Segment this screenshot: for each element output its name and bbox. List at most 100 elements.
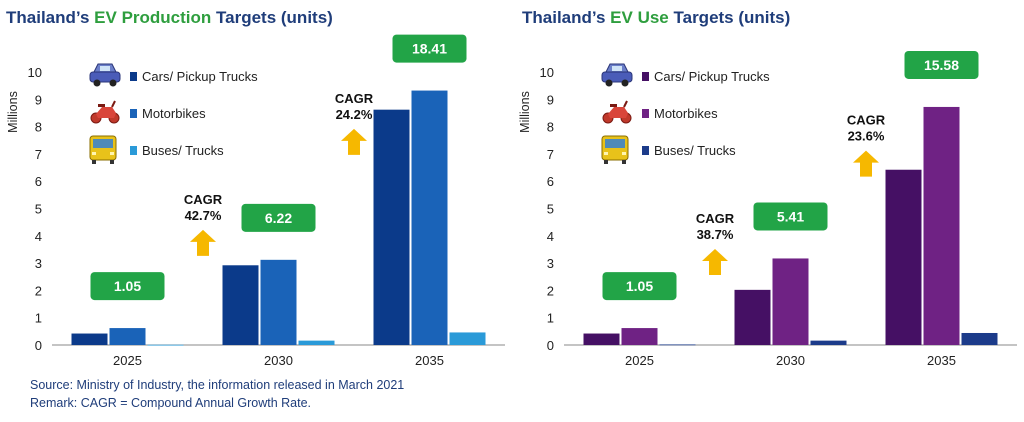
y-tick-label: 0 [547, 338, 554, 353]
x-tick-label: 2035 [927, 353, 956, 368]
y-tick-label: 1 [35, 311, 42, 326]
cagr-value: 24.2% [336, 107, 373, 122]
x-tick-label: 2030 [264, 353, 293, 368]
bus-icon [601, 135, 629, 164]
bus-icon [89, 135, 117, 164]
cagr-value: 23.6% [848, 129, 885, 144]
bar [449, 332, 486, 345]
y-tick-label: 5 [35, 202, 42, 217]
total-box [904, 50, 979, 79]
bus-wheel [110, 160, 114, 164]
bike-seat [610, 104, 617, 107]
y-tick-label: 4 [35, 229, 42, 244]
legend-swatch [130, 146, 137, 155]
bus-light [110, 152, 114, 155]
growth-arrow-icon [853, 150, 879, 177]
legend-label: Buses/ Trucks [142, 143, 224, 158]
y-tick-label: 5 [547, 202, 554, 217]
growth-arrow-icon [702, 248, 728, 275]
total-value: 1.05 [114, 278, 141, 294]
car-wheel [621, 79, 629, 87]
bar [260, 259, 297, 345]
legend-swatch [130, 72, 137, 81]
x-tick-label: 2030 [776, 353, 805, 368]
use-chart: Millions 0 1 2 3 4 5 6 7 8 9 10 2025 1.05 2030 5.41 2035… [518, 50, 1017, 368]
legend-swatch [642, 109, 649, 118]
y-tick-label: 3 [547, 256, 554, 271]
bike-handle [623, 100, 628, 108]
bar [298, 340, 335, 345]
bar [885, 169, 922, 345]
y-tick-label: 2 [35, 283, 42, 298]
y-tick-label: 3 [35, 256, 42, 271]
total-value: 1.05 [626, 278, 653, 294]
source-note: Source: Ministry of Industry, the inform… [30, 378, 405, 392]
growth-arrow-icon [341, 128, 367, 155]
y-axis-label: Millions [6, 91, 20, 133]
x-tick-label: 2035 [415, 353, 444, 368]
y-tick-label: 7 [35, 147, 42, 162]
total-box [753, 202, 828, 231]
y-tick-label: 8 [547, 120, 554, 135]
chart-title-use: Thailand’s EV Use Targets (units) [522, 8, 790, 28]
title-prefix: Thailand’s [522, 8, 611, 27]
car-icon [89, 63, 121, 87]
bus-window [605, 139, 625, 148]
production-chart: Millions 0 1 2 3 4 5 6 7 8 9 10 2025 1.05 2030 6.22 2035… [6, 34, 505, 368]
y-axis-label: Millions [518, 91, 532, 133]
y-tick-label: 7 [547, 147, 554, 162]
cagr-value: 38.7% [697, 227, 734, 242]
y-tick-label: 9 [35, 92, 42, 107]
total-value: 6.22 [265, 210, 292, 226]
total-value: 18.41 [412, 41, 447, 57]
y-tick-label: 2 [547, 283, 554, 298]
bar [222, 265, 259, 345]
legend-label: Motorbikes [654, 106, 718, 121]
bus-wheel [92, 160, 96, 164]
bus-window [93, 139, 113, 148]
legend-label: Buses/ Trucks [654, 143, 736, 158]
title-prefix: Thailand’s [6, 8, 95, 27]
motorbike-icon [602, 100, 632, 124]
y-tick-label: 1 [547, 311, 554, 326]
title-suffix: Targets (units) [211, 8, 333, 27]
y-tick-label: 6 [547, 174, 554, 189]
car-wheel [109, 79, 117, 87]
cagr-label: CAGR [184, 192, 223, 207]
bike-handle [111, 100, 116, 108]
cagr-label: CAGR [335, 91, 374, 106]
car-window [100, 66, 110, 71]
x-tick-label: 2025 [113, 353, 142, 368]
growth-arrow-icon [190, 229, 216, 256]
cagr-label: CAGR [696, 211, 735, 226]
y-tick-label: 9 [547, 92, 554, 107]
y-tick-label: 8 [35, 120, 42, 135]
total-value: 15.58 [924, 57, 959, 73]
motorbike-icon [90, 100, 120, 124]
cagr-label: CAGR [847, 113, 886, 128]
legend-label: Cars/ Pickup Trucks [654, 69, 770, 84]
remark-note: Remark: CAGR = Compound Annual Growth Ra… [30, 396, 312, 410]
legend-label: Motorbikes [142, 106, 206, 121]
bar [923, 106, 960, 345]
car-body [89, 71, 121, 83]
bar [373, 109, 410, 345]
bar [71, 333, 108, 345]
bar [772, 258, 809, 345]
bus-wheel [622, 160, 626, 164]
bar [810, 340, 847, 345]
bar [583, 333, 620, 345]
y-tick-label: 6 [35, 174, 42, 189]
bar [411, 90, 448, 346]
car-wheel [605, 79, 613, 87]
x-tick-label: 2025 [625, 353, 654, 368]
total-box [392, 34, 467, 63]
car-wheel [93, 79, 101, 87]
car-window [612, 66, 622, 71]
title-suffix: Targets (units) [668, 8, 791, 27]
total-box [602, 272, 677, 301]
total-value: 5.41 [777, 208, 804, 224]
chart-title-production: Thailand’s EV Production Targets (units) [6, 8, 333, 28]
bar [621, 328, 658, 345]
legend-swatch [130, 109, 137, 118]
